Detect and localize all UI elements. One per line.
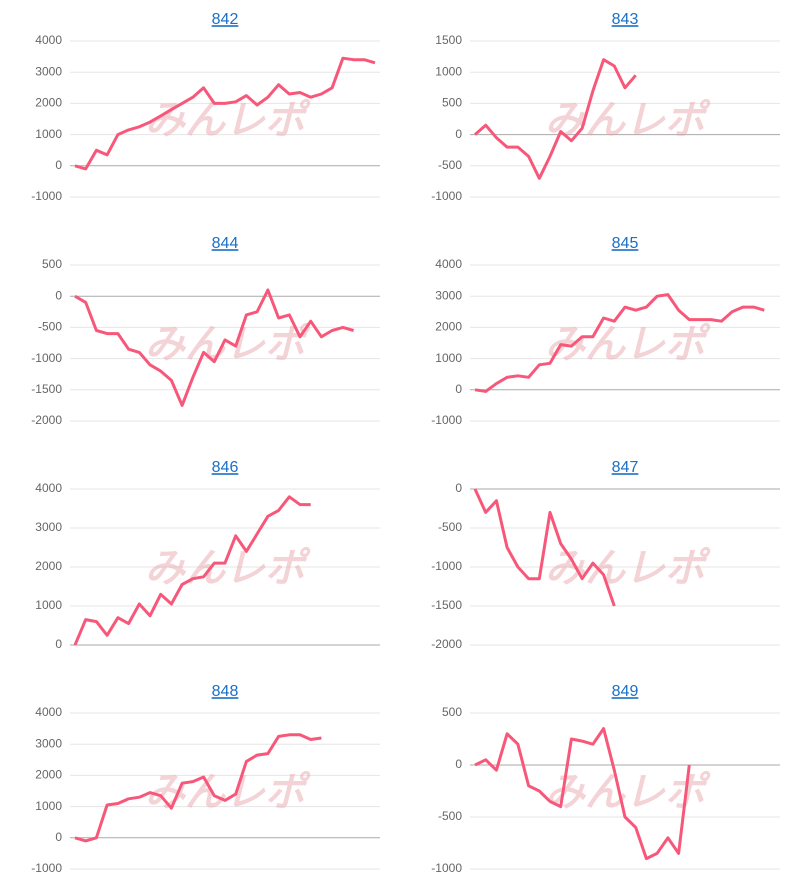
data-line bbox=[474, 727, 691, 861]
y-tick-label: 0 bbox=[455, 127, 462, 141]
y-tick-label: 0 bbox=[55, 637, 62, 651]
y-tick-label: 2000 bbox=[435, 320, 462, 334]
y-tick-label: 1500 bbox=[435, 33, 462, 47]
chart-title[interactable]: 849 bbox=[612, 683, 639, 700]
data-line bbox=[474, 293, 765, 393]
y-tick-label: 4000 bbox=[35, 33, 62, 47]
watermark: みんレポ bbox=[545, 547, 711, 591]
y-tick-label: -2000 bbox=[431, 637, 462, 651]
y-tick-label: 3000 bbox=[35, 520, 62, 534]
data-line bbox=[473, 488, 616, 607]
chart-panel: 847 -2000 -1500 -1000 -500 0 みんレポ bbox=[431, 459, 780, 651]
chart-title[interactable]: 846 bbox=[212, 459, 239, 476]
y-tick-label: 0 bbox=[55, 158, 62, 172]
y-tick-label: 0 bbox=[55, 830, 62, 844]
chart-title[interactable]: 843 bbox=[612, 11, 639, 28]
y-tick-label: -500 bbox=[438, 809, 462, 823]
chart-title[interactable]: 844 bbox=[212, 235, 239, 252]
chart-panel: 842 -1000 0 1000 2000 3000 4000 みんレポ bbox=[31, 11, 380, 203]
y-tick-label: 1000 bbox=[435, 64, 462, 78]
y-tick-label: -1500 bbox=[431, 598, 462, 612]
data-line bbox=[474, 58, 637, 180]
y-tick-label: -500 bbox=[438, 158, 462, 172]
y-tick-label: 1000 bbox=[35, 799, 62, 813]
y-tick-label: -500 bbox=[38, 320, 62, 334]
y-tick-label: -1000 bbox=[431, 559, 462, 573]
y-tick-label: 0 bbox=[455, 481, 462, 495]
y-tick-label: 500 bbox=[42, 257, 62, 271]
chart-title[interactable]: 842 bbox=[212, 11, 239, 28]
watermark: みんレポ bbox=[145, 323, 311, 367]
y-tick-label: 3000 bbox=[35, 736, 62, 750]
watermark: みんレポ bbox=[145, 99, 311, 143]
y-tick-label: 3000 bbox=[435, 288, 462, 302]
y-tick-label: 2000 bbox=[35, 96, 62, 110]
y-tick-label: -1000 bbox=[431, 413, 462, 427]
y-tick-label: -500 bbox=[438, 520, 462, 534]
y-tick-label: 2000 bbox=[35, 768, 62, 782]
data-line bbox=[74, 288, 355, 407]
y-tick-label: 4000 bbox=[35, 481, 62, 495]
y-tick-label: 1000 bbox=[435, 351, 462, 365]
y-tick-label: -1500 bbox=[31, 382, 62, 396]
y-tick-label: 500 bbox=[442, 705, 462, 719]
y-tick-label: 1000 bbox=[35, 127, 62, 141]
y-tick-label: 3000 bbox=[35, 64, 62, 78]
data-line bbox=[74, 56, 376, 171]
y-tick-label: 2000 bbox=[35, 559, 62, 573]
y-tick-label: 4000 bbox=[35, 705, 62, 719]
y-tick-label: -1000 bbox=[31, 351, 62, 365]
chart-title[interactable]: 847 bbox=[612, 459, 639, 476]
y-tick-label: -1000 bbox=[31, 189, 62, 203]
y-tick-label: 500 bbox=[442, 96, 462, 110]
watermark: みんレポ bbox=[545, 99, 711, 143]
chart-panel: 844 -2000 -1500 -1000 -500 0 500 みんレポ bbox=[31, 235, 380, 427]
data-line bbox=[74, 733, 322, 843]
y-tick-label: 4000 bbox=[435, 257, 462, 271]
y-tick-label: 1000 bbox=[35, 598, 62, 612]
y-tick-label: 0 bbox=[455, 757, 462, 771]
chart-title[interactable]: 848 bbox=[212, 683, 239, 700]
y-tick-label: -2000 bbox=[31, 413, 62, 427]
y-tick-label: 0 bbox=[455, 382, 462, 396]
chart-panel: 843 -1000 -500 0 500 1000 1500 みんレポ bbox=[431, 11, 780, 203]
y-tick-label: 0 bbox=[55, 288, 62, 302]
y-tick-label: -1000 bbox=[431, 189, 462, 203]
chart-title[interactable]: 845 bbox=[612, 235, 639, 252]
data-line bbox=[73, 495, 311, 646]
y-tick-label: -1000 bbox=[31, 861, 62, 875]
y-tick-label: -1000 bbox=[431, 861, 462, 875]
